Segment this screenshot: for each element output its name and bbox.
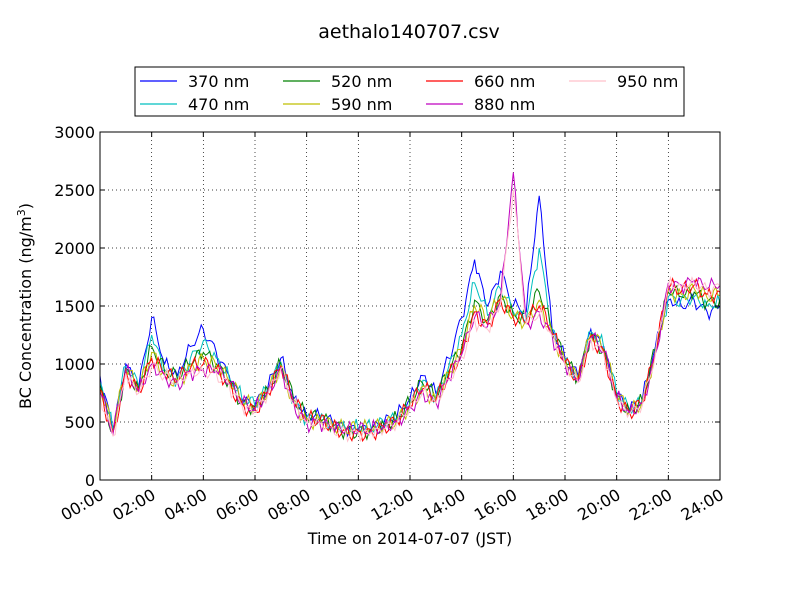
series-lines [99, 172, 721, 443]
y-axis-label: BC Concentration (ng/m3) [15, 203, 35, 409]
grid-lines [100, 132, 720, 480]
legend-label: 470 nm [188, 95, 249, 114]
y-tick-label: 0 [85, 471, 95, 490]
y-tick-label: 2000 [54, 239, 95, 258]
y-tick-label: 500 [64, 413, 95, 432]
y-axis-label-superscript: 3 [15, 209, 28, 216]
y-tick-label: 1000 [54, 355, 95, 374]
y-axis-label-suffix: ) [16, 203, 35, 209]
y-tick-label: 1500 [54, 297, 95, 316]
legend-label: 880 nm [474, 95, 535, 114]
legend-label: 370 nm [188, 72, 249, 91]
legend-frame [134, 66, 685, 117]
y-axis-label-main: BC Concentration (ng/m [16, 216, 35, 409]
legend-label: 590 nm [331, 95, 392, 114]
legend-label: 950 nm [617, 72, 678, 91]
series-line-950-nm [99, 189, 721, 443]
x-axis-label: Time on 2014-07-07 (JST) [307, 529, 512, 548]
chart-title: aethalo140707.csv [318, 21, 500, 43]
y-tick-label: 3000 [54, 123, 95, 142]
legend-label: 660 nm [474, 72, 535, 91]
y-tick-label: 2500 [54, 181, 95, 200]
legend: 370 nm 470 nm 520 nm 590 nm 660 nm 880 nm 950 … [134, 66, 685, 117]
legend-label: 520 nm [331, 72, 392, 91]
